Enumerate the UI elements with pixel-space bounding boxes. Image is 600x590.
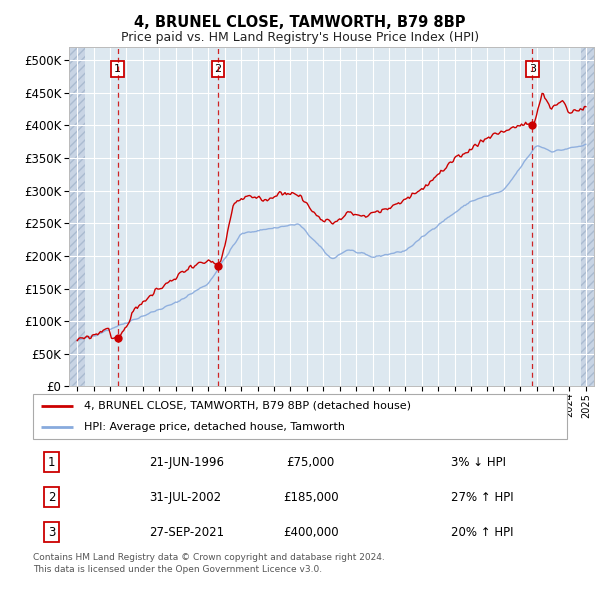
Text: 4, BRUNEL CLOSE, TAMWORTH, B79 8BP: 4, BRUNEL CLOSE, TAMWORTH, B79 8BP [134,15,466,30]
Text: £185,000: £185,000 [283,490,338,504]
Text: 21-JUN-1996: 21-JUN-1996 [149,455,224,468]
Text: 3: 3 [529,64,536,74]
Text: £400,000: £400,000 [283,526,338,539]
Text: 4, BRUNEL CLOSE, TAMWORTH, B79 8BP (detached house): 4, BRUNEL CLOSE, TAMWORTH, B79 8BP (deta… [84,401,411,411]
Text: 2: 2 [48,490,55,504]
Text: HPI: Average price, detached house, Tamworth: HPI: Average price, detached house, Tamw… [84,422,345,432]
Text: Price paid vs. HM Land Registry's House Price Index (HPI): Price paid vs. HM Land Registry's House … [121,31,479,44]
FancyBboxPatch shape [33,395,568,438]
Text: 27-SEP-2021: 27-SEP-2021 [149,526,224,539]
Text: 2: 2 [214,64,221,74]
Text: 1: 1 [114,64,121,74]
Text: 3% ↓ HPI: 3% ↓ HPI [451,455,506,468]
Text: £75,000: £75,000 [287,455,335,468]
Text: 27% ↑ HPI: 27% ↑ HPI [451,490,514,504]
Bar [69,47,85,386]
Bar [581,47,594,386]
Text: Contains HM Land Registry data © Crown copyright and database right 2024.
This d: Contains HM Land Registry data © Crown c… [33,553,385,574]
Text: 1: 1 [48,455,55,468]
Text: 31-JUL-2002: 31-JUL-2002 [149,490,221,504]
Text: 3: 3 [48,526,55,539]
Text: 20% ↑ HPI: 20% ↑ HPI [451,526,514,539]
